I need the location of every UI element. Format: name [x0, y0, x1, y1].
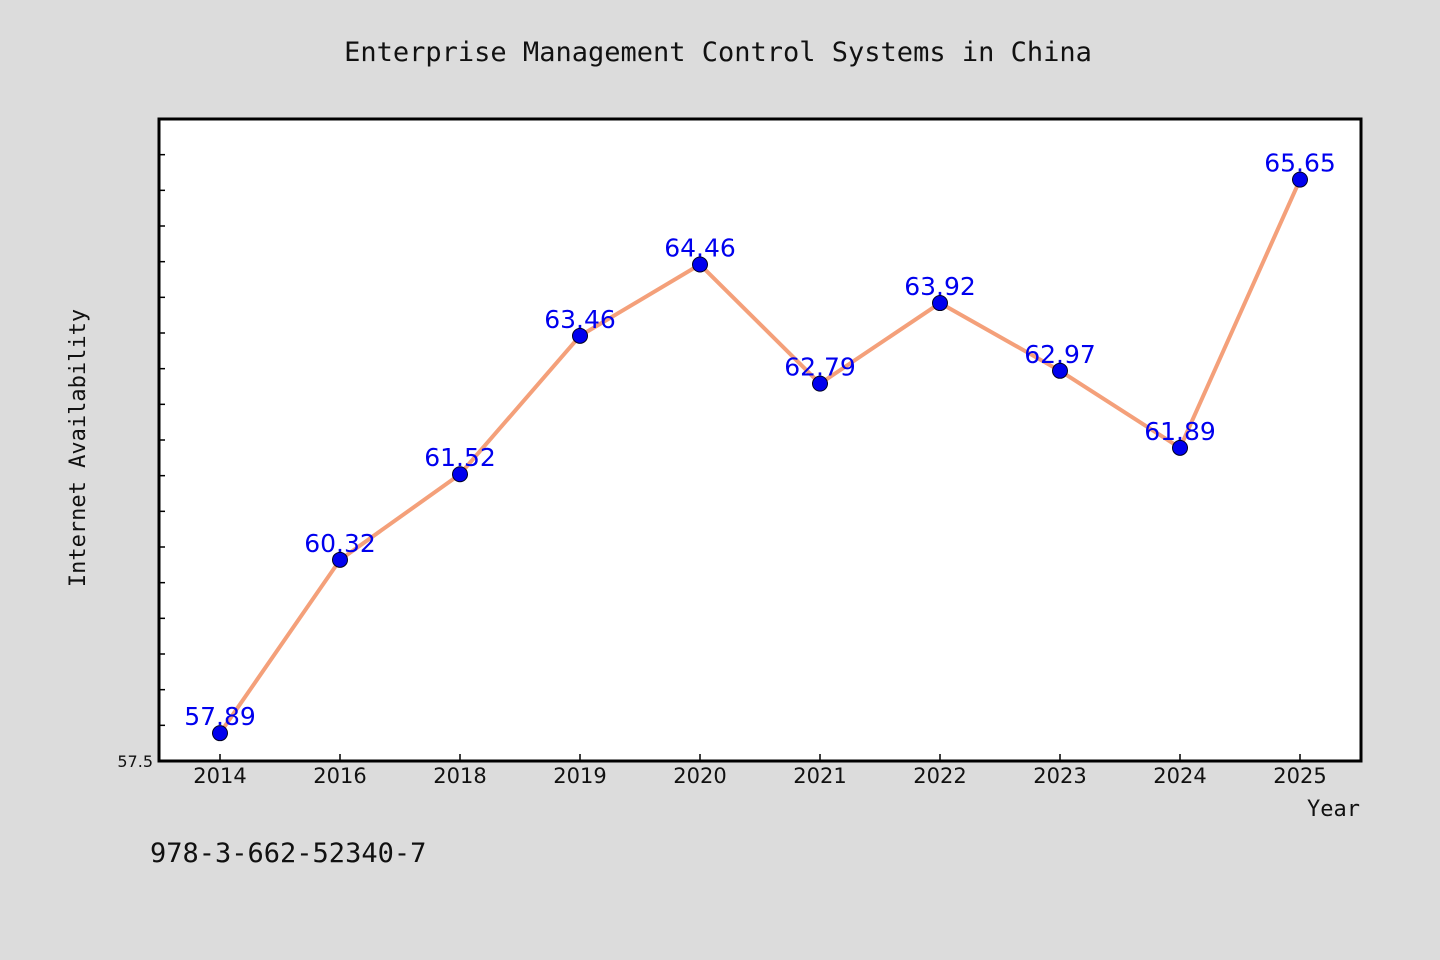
x-tick-label: 2014 — [193, 764, 246, 788]
x-tick-label: 2018 — [433, 764, 486, 788]
x-tick-label: 2016 — [313, 764, 366, 788]
x-tick-label: 2020 — [673, 764, 726, 788]
data-point — [212, 725, 228, 742]
x-tick-label: 2019 — [553, 764, 606, 788]
data-point — [1052, 362, 1068, 379]
x-tick-label: 2021 — [793, 764, 846, 788]
plot-area — [157, 117, 1363, 763]
data-point — [1292, 171, 1308, 188]
x-tick-label: 2025 — [1273, 764, 1326, 788]
x-axis-ticks — [219, 754, 1301, 761]
x-axis-label: Year — [1307, 797, 1360, 822]
data-point — [692, 256, 708, 273]
y-tick-label: 57.5 — [117, 752, 153, 771]
x-tick-label: 2023 — [1033, 764, 1086, 788]
chart-title: Enterprise Management Control Systems in… — [344, 37, 1092, 68]
x-tick-label: 2022 — [913, 764, 966, 788]
x-tick-label: 2024 — [1153, 764, 1206, 788]
y-axis-tick-labels: 57.5 — [117, 752, 153, 771]
data-point — [572, 327, 588, 344]
y-axis-ticks — [159, 118, 165, 762]
x-axis-tick-labels: 2014 2016 2018 2019 2020 2021 2022 2023 2024 2025 — [193, 764, 1326, 788]
series-markers-group — [212, 171, 1308, 742]
y-axis-label: Internet Availability — [66, 309, 91, 587]
series-line-group — [218, 178, 1302, 735]
series-line — [218, 178, 1302, 735]
data-point — [812, 375, 828, 392]
data-point — [332, 551, 348, 568]
data-point — [932, 295, 948, 312]
data-point — [452, 466, 468, 483]
data-point — [1172, 439, 1188, 456]
caption-text: 978-3-662-52340-7 — [150, 838, 426, 869]
